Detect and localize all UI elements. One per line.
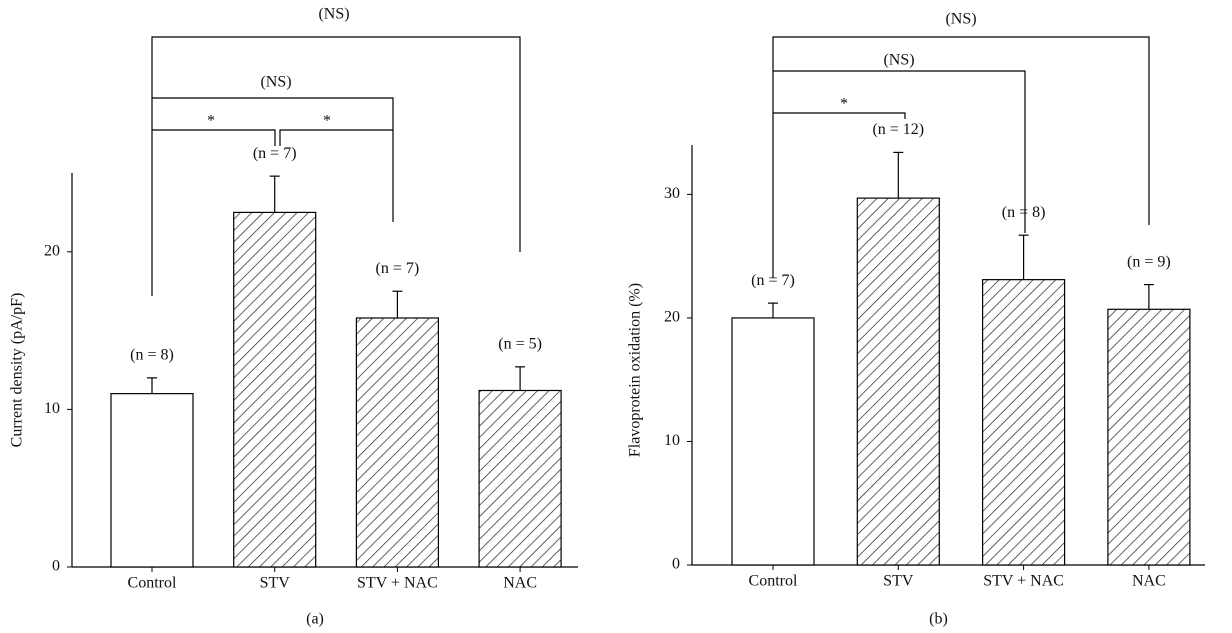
- x-tick-label: NAC: [1132, 573, 1166, 590]
- y-axis-title: Current density (pA/pF): [9, 293, 26, 448]
- bar: [731, 317, 815, 566]
- panel-label: (a): [306, 611, 324, 628]
- x-tick-label: Control: [749, 573, 798, 590]
- y-axis-title: Flavoprotein oxidation (%): [627, 283, 644, 457]
- n-label: (n = 7): [376, 260, 420, 277]
- bar: [981, 279, 1066, 566]
- significance-label: (NS): [318, 6, 349, 23]
- bar: [355, 317, 439, 568]
- bar: [478, 389, 562, 568]
- bar: [1107, 308, 1191, 566]
- y-tick-label: 10: [44, 400, 60, 417]
- significance-bracket: [772, 36, 1150, 278]
- x-tick-label: STV: [260, 575, 291, 592]
- x-tick-label: STV: [883, 573, 914, 590]
- y-tick-label: 10: [664, 432, 680, 449]
- y-tick-label: 30: [664, 185, 680, 202]
- significance-bracket: [773, 70, 1026, 233]
- significance-bracket: [152, 129, 276, 146]
- significance-bracket: [152, 97, 394, 222]
- significance-label: *: [207, 113, 215, 130]
- x-tick-label: STV + NAC: [357, 575, 438, 592]
- y-tick-label: 0: [672, 556, 680, 573]
- significance-bracket: [773, 112, 906, 119]
- significance-label: (NS): [260, 74, 291, 91]
- n-label: (n = 12): [872, 121, 924, 138]
- y-tick-label: 20: [664, 309, 680, 326]
- bar: [856, 197, 940, 566]
- n-label: (n = 5): [498, 336, 542, 353]
- significance-label: *: [840, 96, 848, 113]
- significance-label: (NS): [883, 52, 914, 69]
- x-tick-label: NAC: [503, 575, 537, 592]
- n-label: (n = 8): [130, 347, 174, 364]
- bar: [110, 393, 194, 568]
- x-tick-label: Control: [128, 575, 177, 592]
- n-label: (n = 7): [253, 145, 297, 162]
- x-tick-label: STV + NAC: [983, 573, 1064, 590]
- significance-label: *: [323, 113, 331, 130]
- significance-bracket: [151, 36, 521, 296]
- significance-bracket: [279, 129, 393, 146]
- n-label: (n = 9): [1127, 253, 1171, 270]
- y-tick-label: 20: [44, 242, 60, 259]
- significance-label: (NS): [945, 11, 976, 28]
- n-label: (n = 8): [1002, 204, 1046, 221]
- panel-label: (b): [929, 611, 948, 628]
- n-label: (n = 7): [751, 272, 795, 289]
- bar: [233, 211, 317, 568]
- y-tick-label: 0: [52, 558, 60, 575]
